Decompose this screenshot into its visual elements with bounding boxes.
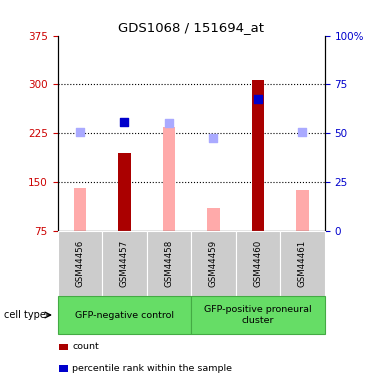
Point [255,96,261,102]
Text: GSM44461: GSM44461 [298,240,307,287]
Text: GSM44457: GSM44457 [120,240,129,287]
Title: GDS1068 / 151694_at: GDS1068 / 151694_at [118,21,264,34]
Text: percentile rank within the sample: percentile rank within the sample [72,364,232,373]
Text: GSM44460: GSM44460 [253,240,262,287]
Text: cell type: cell type [4,310,46,320]
Bar [73,188,86,231]
Point [77,129,83,135]
Point [166,120,172,126]
Point [299,129,305,135]
Text: GSM44458: GSM44458 [164,240,173,287]
Bar [252,80,264,231]
Text: GSM44456: GSM44456 [75,240,84,287]
Text: GFP-positive proneural
cluster: GFP-positive proneural cluster [204,305,312,325]
Text: count: count [72,342,99,351]
Bar [296,190,309,231]
Point [210,135,216,141]
Bar [207,208,220,231]
Bar [118,153,131,231]
Point [121,119,127,125]
Text: GFP-negative control: GFP-negative control [75,310,174,320]
Bar [162,127,175,231]
Text: GSM44459: GSM44459 [209,240,218,287]
